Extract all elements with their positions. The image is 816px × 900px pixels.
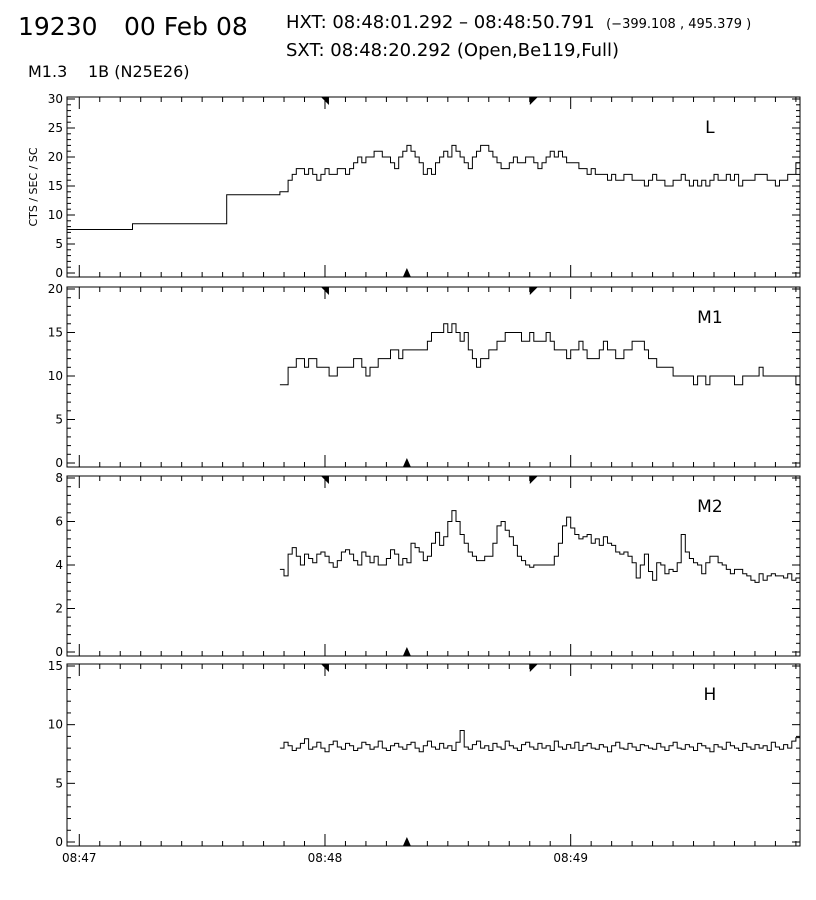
sxt-time: 08:48:20.292 (330, 40, 452, 61)
y-tick-label: 0 (55, 266, 63, 280)
panel-label-l: L (705, 118, 715, 138)
y-tick-label: 0 (55, 456, 63, 470)
y-tick-label: 10 (48, 369, 63, 383)
y-tick-label: 15 (48, 659, 63, 673)
lightcurve-h (279, 730, 801, 753)
lightcurve-m1 (279, 323, 801, 403)
panel-frame (66, 286, 801, 468)
y-tick-label: 5 (55, 776, 63, 790)
panel-frame (66, 475, 801, 657)
goes-class: M1.3 (28, 62, 68, 81)
hxt-interval-marker (529, 287, 538, 295)
panel-frame (66, 663, 801, 847)
x-tick-label: 08:49 (553, 851, 588, 865)
y-axis-label: CTS / SEC / SC (27, 147, 40, 226)
hxt-interval-marker (320, 664, 329, 672)
panel-l (66, 96, 801, 278)
y-tick-label: 6 (55, 515, 63, 529)
sxt-config: (Open,Be119,Full) (456, 40, 620, 61)
x-tick-label: 08:48 (308, 851, 343, 865)
flare-number: 19230 (18, 12, 98, 41)
sxt-info: SXT: 08:48:20.292 (Open,Be119,Full) (286, 42, 619, 60)
y-tick-label: 15 (48, 179, 63, 193)
y-tick-label: 25 (48, 121, 63, 135)
panel-m1 (66, 286, 801, 468)
y-tick-label: 30 (48, 92, 63, 106)
optical-class: 1B (N25E26) (88, 62, 190, 81)
y-tick-label: 4 (55, 558, 63, 572)
hxt-interval-marker (320, 97, 329, 105)
y-tick-label: 15 (48, 326, 63, 340)
y-tick-label: 0 (55, 835, 63, 849)
sxt-time-marker (402, 837, 411, 846)
panel-label-h: H (704, 685, 717, 705)
hxt-interval-marker (320, 476, 329, 484)
y-tick-label: 10 (48, 718, 63, 732)
y-tick-label: 5 (55, 413, 63, 427)
hxt-interval-marker (529, 476, 538, 484)
panel-frame (66, 96, 801, 278)
lightcurve-m2 (279, 510, 801, 596)
y-tick-label: 2 (55, 602, 63, 616)
hxt-interval-marker (529, 664, 538, 672)
y-tick-label: 5 (55, 237, 63, 251)
panel-h (66, 663, 801, 847)
hxt-coordinates: (−399.108 , 495.379 ) (606, 17, 752, 32)
panel-m2 (66, 475, 801, 657)
y-tick-label: 0 (55, 645, 63, 659)
y-tick-label: 20 (48, 150, 63, 164)
sxt-prefix: SXT: (286, 40, 331, 61)
x-tick-label: 08:47 (62, 851, 97, 865)
hxt-interval-marker (320, 287, 329, 295)
hxt-time-range: 08:48:01.292 – 08:48:50.791 (332, 12, 595, 33)
sxt-time-marker (402, 458, 411, 467)
y-tick-label: 20 (48, 282, 63, 296)
sxt-time-marker (402, 647, 411, 656)
panel-label-m1: M1 (697, 308, 722, 328)
hxt-interval-marker (529, 97, 538, 105)
flare-date: 00 Feb 08 (124, 12, 248, 41)
y-tick-label: 10 (48, 208, 63, 222)
y-tick-label: 8 (55, 471, 63, 485)
hxt-info: HXT: 08:48:01.292 – 08:48:50.791 (−399.1… (286, 14, 751, 32)
sxt-time-marker (402, 268, 411, 277)
hxt-prefix: HXT: (286, 12, 333, 33)
panel-label-m2: M2 (697, 497, 722, 517)
lightcurve-l (67, 144, 801, 230)
